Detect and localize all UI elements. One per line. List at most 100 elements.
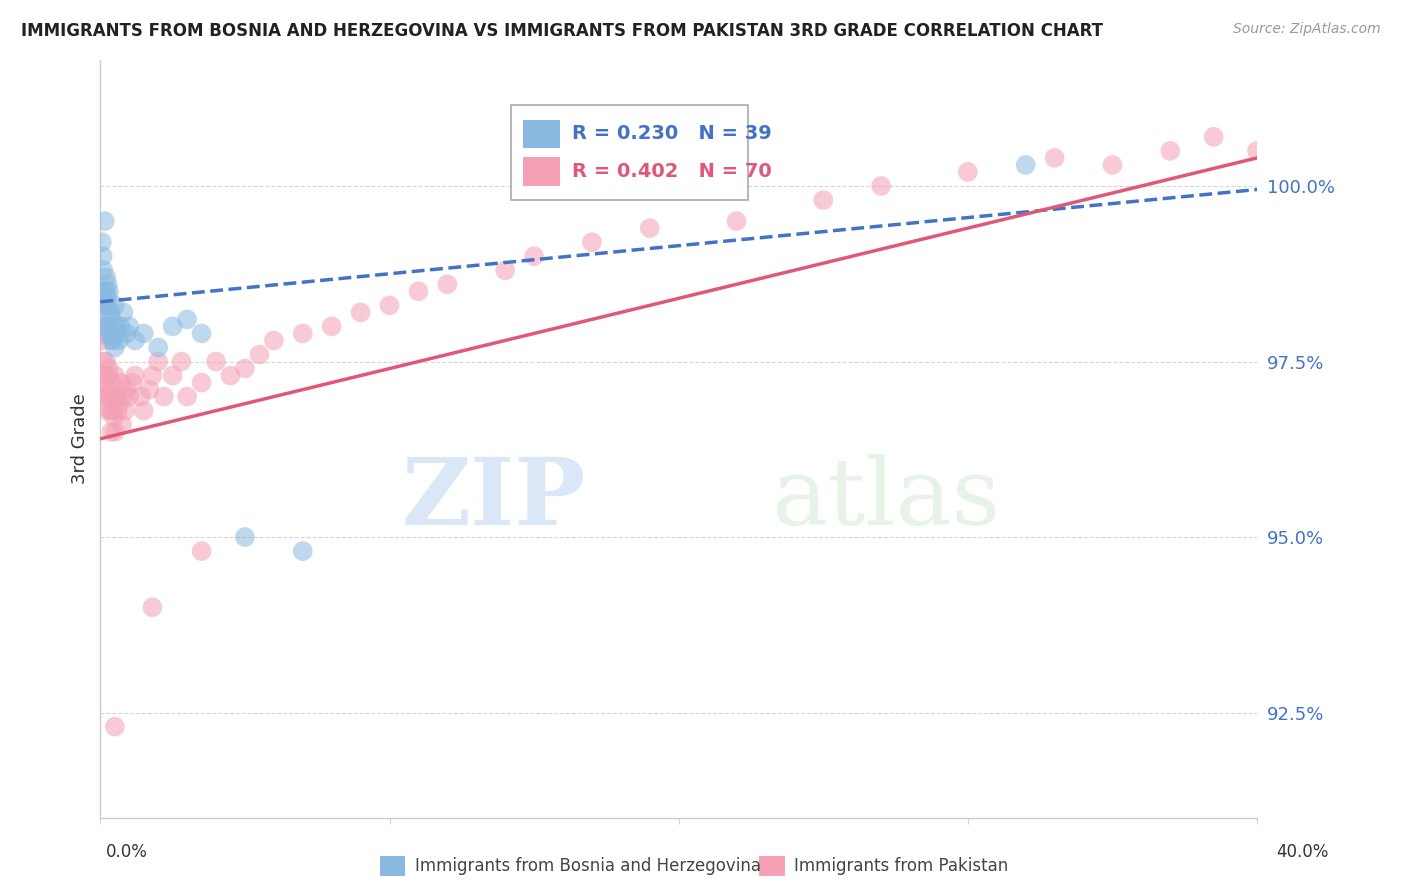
Point	[219, 368, 242, 383]
Point	[124, 368, 146, 383]
Point	[176, 312, 198, 326]
Point	[100, 403, 122, 417]
Point	[104, 341, 127, 355]
Point	[118, 390, 141, 404]
Point	[96, 285, 118, 299]
Point	[97, 403, 120, 417]
Point	[112, 305, 135, 319]
Point	[132, 403, 155, 417]
Point	[104, 368, 127, 383]
Point	[104, 720, 127, 734]
FancyBboxPatch shape	[523, 120, 560, 148]
Point	[233, 361, 256, 376]
Point	[97, 277, 120, 292]
Point	[96, 383, 118, 397]
Point	[103, 390, 125, 404]
Point	[97, 298, 120, 312]
Point	[581, 235, 603, 249]
Point	[190, 376, 212, 390]
Point	[1202, 129, 1225, 144]
Point	[107, 326, 129, 341]
Point	[408, 285, 430, 299]
Point	[98, 361, 121, 376]
Point	[108, 334, 131, 348]
Point	[111, 417, 134, 432]
Text: ZIP: ZIP	[402, 454, 586, 544]
Text: IMMIGRANTS FROM BOSNIA AND HERZEGOVINA VS IMMIGRANTS FROM PAKISTAN 3RD GRADE COR: IMMIGRANTS FROM BOSNIA AND HERZEGOVINA V…	[21, 22, 1104, 40]
Point	[90, 235, 112, 249]
Point	[108, 397, 131, 411]
Y-axis label: 3rd Grade: 3rd Grade	[72, 393, 89, 484]
Point	[153, 390, 176, 404]
Text: 0.0%: 0.0%	[105, 843, 148, 861]
Point	[94, 319, 117, 334]
FancyBboxPatch shape	[523, 157, 560, 186]
Point	[176, 390, 198, 404]
Point	[349, 305, 371, 319]
Point	[263, 334, 285, 348]
Text: Immigrants from Pakistan: Immigrants from Pakistan	[794, 857, 1008, 875]
Point	[141, 600, 163, 615]
Point	[291, 544, 314, 558]
Point	[94, 354, 117, 368]
Point	[93, 326, 115, 341]
Point	[107, 403, 129, 417]
Point	[101, 376, 124, 390]
Point	[91, 354, 114, 368]
FancyBboxPatch shape	[510, 105, 748, 200]
Point	[121, 376, 143, 390]
Point	[233, 530, 256, 544]
Point	[115, 326, 138, 341]
Point	[291, 326, 314, 341]
Point	[93, 214, 115, 228]
Point	[247, 347, 270, 361]
Point	[93, 285, 115, 299]
Text: 40.0%: 40.0%	[1277, 843, 1329, 861]
Point	[118, 319, 141, 334]
Point	[190, 326, 212, 341]
Point	[170, 354, 193, 368]
Point	[725, 214, 748, 228]
Point	[129, 390, 152, 404]
Point	[100, 425, 122, 439]
Point	[93, 368, 115, 383]
Point	[105, 390, 128, 404]
Point	[94, 305, 117, 319]
Point	[321, 319, 343, 334]
Point	[97, 291, 120, 305]
Point	[1015, 158, 1038, 172]
Point	[132, 326, 155, 341]
Point	[638, 221, 661, 235]
Point	[91, 263, 114, 277]
Point	[870, 179, 893, 194]
Point	[148, 354, 170, 368]
Point	[104, 425, 127, 439]
Point	[105, 319, 128, 334]
Point	[98, 319, 121, 334]
Point	[378, 298, 401, 312]
Point	[100, 334, 122, 348]
Point	[162, 368, 184, 383]
Point	[93, 298, 115, 312]
Text: Immigrants from Bosnia and Herzegovina: Immigrants from Bosnia and Herzegovina	[415, 857, 761, 875]
Point	[813, 193, 835, 207]
Point	[104, 298, 127, 312]
Point	[956, 165, 979, 179]
Point	[112, 390, 135, 404]
Point	[98, 326, 121, 341]
Point	[110, 376, 132, 390]
Point	[162, 319, 184, 334]
Point	[98, 285, 121, 299]
Point	[91, 319, 114, 334]
Point	[103, 334, 125, 348]
Text: Source: ZipAtlas.com: Source: ZipAtlas.com	[1233, 22, 1381, 37]
Text: R = 0.230   N = 39: R = 0.230 N = 39	[572, 124, 772, 144]
Point	[101, 312, 124, 326]
Point	[523, 249, 546, 263]
Point	[100, 305, 122, 319]
Point	[1101, 158, 1123, 172]
Point	[90, 334, 112, 348]
Point	[148, 341, 170, 355]
Point	[436, 277, 458, 292]
Point	[101, 403, 124, 417]
